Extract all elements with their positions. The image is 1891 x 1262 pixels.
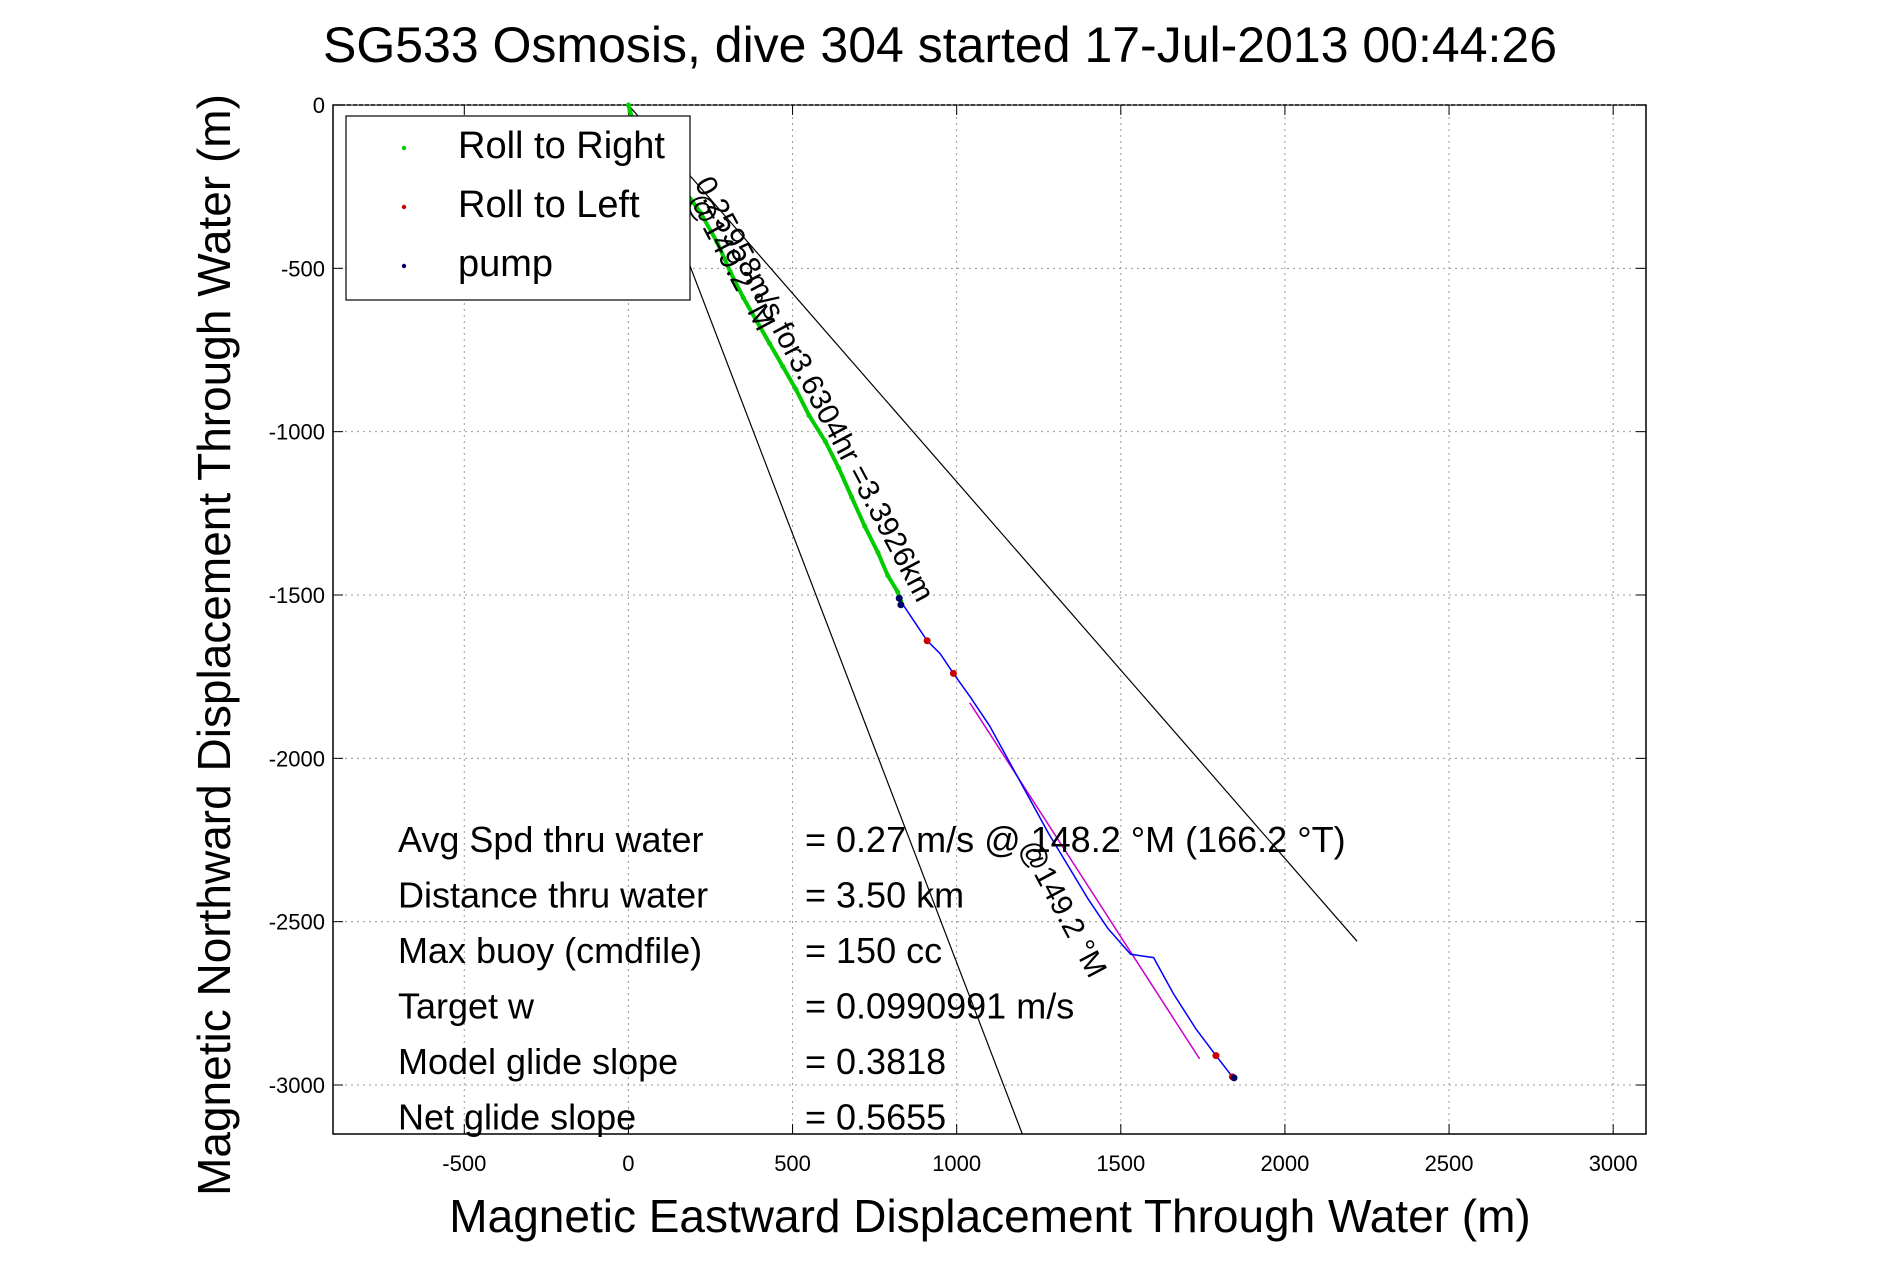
legend-label: Roll to Right xyxy=(458,125,665,167)
stat-label: Target w xyxy=(398,986,535,1027)
y-tick-label: -2500 xyxy=(269,910,325,935)
series-point xyxy=(885,572,891,578)
series-point xyxy=(949,669,957,677)
legend-marker xyxy=(401,145,407,151)
x-tick-label: 1000 xyxy=(932,1151,981,1176)
y-tick-label: -1500 xyxy=(269,583,325,608)
bound-line xyxy=(627,104,1023,1135)
series-point xyxy=(1230,1074,1238,1082)
series-point xyxy=(753,318,759,324)
stat-value: = 0.0990991 m/s xyxy=(805,986,1074,1027)
y-tick-label: -3000 xyxy=(269,1073,325,1098)
y-tick-marks xyxy=(333,104,1646,1086)
stat-label: Net glide slope xyxy=(398,1097,636,1138)
x-tick-label: 0 xyxy=(622,1151,634,1176)
series-point xyxy=(625,102,631,108)
stat-label: Avg Spd thru water xyxy=(398,819,704,860)
x-tick-label: 500 xyxy=(774,1151,811,1176)
series-point xyxy=(698,210,704,216)
series-point xyxy=(822,438,828,444)
stat-label: Model glide slope xyxy=(398,1041,678,1082)
series-point xyxy=(727,269,733,275)
stat-value: = 3.50 km xyxy=(805,875,964,916)
series-point xyxy=(806,412,812,418)
stat-value: = 150 cc xyxy=(805,930,942,971)
series-point xyxy=(767,340,773,346)
x-tick-label: 3000 xyxy=(1589,1151,1638,1176)
stats-block: Avg Spd thru water = 0.27 m/s @ 148.2 °M … xyxy=(398,819,1346,1138)
x-tick-labels: -500 0 500 1000 1500 2000 2500 3000 xyxy=(442,1151,1637,1176)
series-point xyxy=(897,601,905,609)
series-point xyxy=(714,239,720,245)
series-point xyxy=(740,295,746,301)
y-tick-label: -1000 xyxy=(269,420,325,445)
stat-label: Distance thru water xyxy=(398,875,708,916)
fit-line xyxy=(969,702,1201,1060)
series-point xyxy=(836,465,842,471)
legend: Roll to Right Roll to Left pump xyxy=(345,115,691,301)
legend-marker xyxy=(401,204,407,210)
track-path xyxy=(900,601,1233,1078)
fit-line-path xyxy=(969,702,1201,1060)
series-point xyxy=(1212,1052,1220,1060)
y-tick-label: -500 xyxy=(281,256,325,281)
series-point xyxy=(849,494,855,500)
x-tick-label: -500 xyxy=(442,1151,486,1176)
y-tick-label: -2000 xyxy=(269,746,325,771)
stat-label: Max buoy (cmdfile) xyxy=(398,930,702,971)
series-point xyxy=(627,109,633,115)
y-tick-label: 0 xyxy=(313,93,325,118)
series-point xyxy=(895,594,903,602)
legend-label: Roll to Left xyxy=(458,184,640,226)
bound-lines xyxy=(627,104,1358,1135)
x-tick-label: 2500 xyxy=(1425,1151,1474,1176)
track-line xyxy=(900,601,1233,1078)
chart-title: SG533 Osmosis, dive 304 started 17-Jul-2… xyxy=(323,17,1557,73)
x-tick-label: 1500 xyxy=(1096,1151,1145,1176)
stat-value: = 0.27 m/s @ 148.2 °M (166.2 °T) xyxy=(805,819,1346,860)
series-point xyxy=(793,386,799,392)
x-axis-label: Magnetic Eastward Displacement Through W… xyxy=(449,1190,1530,1242)
stat-value: = 0.5655 xyxy=(805,1097,946,1138)
legend-marker xyxy=(401,263,407,269)
x-tick-label: 2000 xyxy=(1260,1151,1309,1176)
series-point xyxy=(875,550,881,556)
bound-line xyxy=(627,104,1358,942)
series-point xyxy=(780,363,786,369)
series-point xyxy=(862,523,868,529)
series-point xyxy=(895,589,901,595)
legend-label: pump xyxy=(458,243,553,285)
y-tick-labels: 0 -500 -1000 -1500 -2000 -2500 -3000 xyxy=(269,93,325,1098)
stat-value: = 0.3818 xyxy=(805,1041,946,1082)
y-axis-label: Magnetic Northward Displacement Through … xyxy=(188,94,240,1196)
series-point xyxy=(923,637,931,645)
